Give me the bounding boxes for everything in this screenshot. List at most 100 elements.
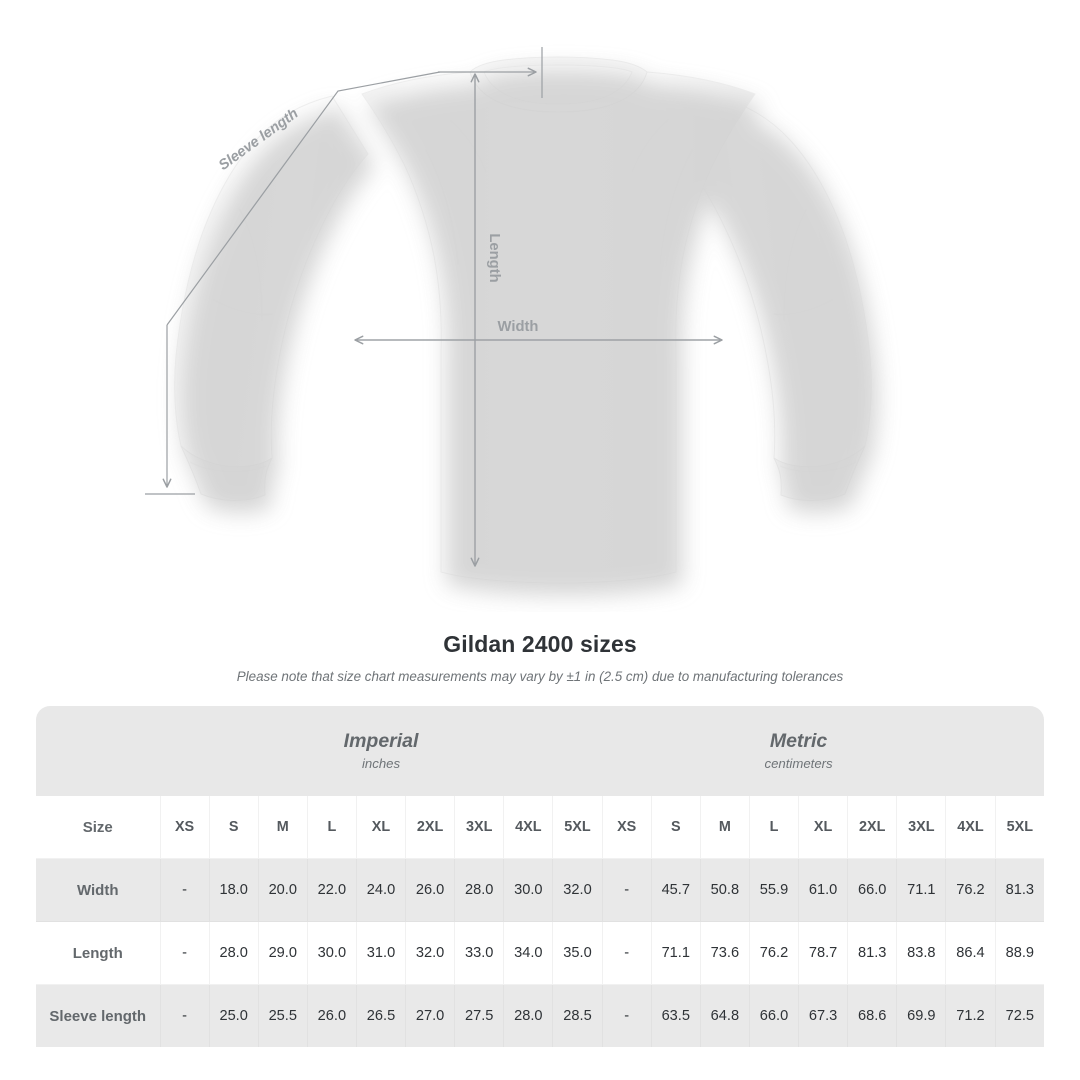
tolerance-note: Please note that size chart measurements… <box>236 669 844 684</box>
cell-length-metric-s: 71.1 <box>651 921 701 985</box>
cell-width-metric-l: 55.9 <box>749 858 800 922</box>
unit-metric-tail <box>995 706 1045 796</box>
tshirt-illustration <box>174 56 872 584</box>
cell-sleeve-imperial-m: 25.5 <box>258 984 308 1047</box>
cell-width-imperial-l: 22.0 <box>307 858 357 922</box>
size-header-metric-4xl: 4XL <box>945 796 996 859</box>
cell-width-imperial-xl: 24.0 <box>356 858 407 922</box>
size-header-label: Size <box>36 796 161 859</box>
cell-width-imperial-m: 20.0 <box>258 858 308 922</box>
cell-length-metric-4xl: 86.4 <box>945 921 996 985</box>
size-header-imperial-m: M <box>258 796 308 859</box>
cell-sleeve-imperial-3xl: 27.5 <box>454 984 505 1047</box>
unit-group-imperial-name: Imperial <box>343 730 419 752</box>
cell-length-metric-l: 76.2 <box>749 921 800 985</box>
shirt-body <box>361 71 756 584</box>
size-header-imperial-2xl: 2XL <box>405 796 456 859</box>
cell-width-imperial-4xl: 30.0 <box>503 858 554 922</box>
cell-width-metric-xs: - <box>602 858 652 922</box>
size-header-imperial-l: L <box>307 796 357 859</box>
cell-sleeve-metric-xl: 67.3 <box>798 984 849 1047</box>
width-label: Width <box>498 319 539 335</box>
measurement-annotations <box>145 47 723 567</box>
sleeve-length-guide <box>145 47 543 495</box>
right-cuff-seam <box>779 461 857 473</box>
cell-width-imperial-3xl: 28.0 <box>454 858 505 922</box>
size-header-imperial-4xl: 4XL <box>503 796 554 859</box>
fabric-folds <box>213 119 833 321</box>
cell-sleeve-imperial-l: 26.0 <box>307 984 357 1047</box>
page-title: Gildan 2400 sizes <box>443 631 637 657</box>
cell-length-imperial-3xl: 33.0 <box>454 921 505 985</box>
cell-width-imperial-5xl: 32.0 <box>552 858 603 922</box>
unit-group-metric: Metric centimeters <box>602 706 996 796</box>
cell-sleeve-metric-2xl: 68.6 <box>847 984 898 1047</box>
cell-length-metric-2xl: 81.3 <box>847 921 898 985</box>
cell-sleeve-metric-s: 63.5 <box>651 984 701 1047</box>
unit-group-row: Imperial inches Metric centimeters <box>36 706 1045 796</box>
cell-length-imperial-xs: - <box>160 921 210 985</box>
size-header-imperial-3xl: 3XL <box>454 796 505 859</box>
unit-group-imperial-sub: inches <box>361 756 401 771</box>
size-header-imperial-xs: XS <box>160 796 210 859</box>
cell-width-imperial-xs: - <box>160 858 210 922</box>
table-row: Length - 28.0 29.0 30.0 31.0 32.0 33.0 3… <box>36 921 1045 985</box>
cell-width-imperial-s: 18.0 <box>209 858 259 922</box>
cell-length-metric-m: 73.6 <box>700 921 750 985</box>
size-header-metric-xs: XS <box>602 796 652 859</box>
size-header-metric-s: S <box>651 796 701 859</box>
cell-length-imperial-s: 28.0 <box>209 921 259 985</box>
cell-width-imperial-2xl: 26.0 <box>405 858 456 922</box>
cell-sleeve-imperial-xs: - <box>160 984 210 1047</box>
cell-length-metric-3xl: 83.8 <box>896 921 947 985</box>
size-header-metric-3xl: 3XL <box>896 796 947 859</box>
cell-width-metric-m: 50.8 <box>700 858 750 922</box>
row-label-width: Width <box>36 858 161 922</box>
cell-sleeve-imperial-2xl: 27.0 <box>405 984 456 1047</box>
cell-width-metric-5xl: 81.3 <box>995 858 1045 922</box>
cell-sleeve-imperial-s: 25.0 <box>209 984 259 1047</box>
left-sleeve <box>174 95 369 474</box>
length-label: Length <box>486 233 502 282</box>
cell-length-metric-xs: - <box>602 921 652 985</box>
right-cuff <box>773 445 866 502</box>
table-row: Width - 18.0 20.0 22.0 24.0 26.0 28.0 30… <box>36 858 1045 922</box>
cell-length-imperial-4xl: 34.0 <box>503 921 554 985</box>
size-header-row: Size XS S M L XL 2XL 3XL 4XL 5XL XS S M … <box>36 796 1045 859</box>
table-row: Sleeve length - 25.0 25.5 26.0 26.5 27.0… <box>36 984 1045 1047</box>
collar-inner <box>483 64 633 105</box>
row-label-length: Length <box>36 921 161 985</box>
cell-width-metric-3xl: 71.1 <box>896 858 947 922</box>
size-header-metric-m: M <box>700 796 750 859</box>
cell-sleeve-metric-xs: - <box>602 984 652 1047</box>
cell-sleeve-imperial-5xl: 28.5 <box>552 984 603 1047</box>
cell-sleeve-imperial-4xl: 28.0 <box>503 984 554 1047</box>
cell-length-imperial-2xl: 32.0 <box>405 921 456 985</box>
unit-group-metric-sub: centimeters <box>764 756 833 771</box>
cell-width-metric-2xl: 66.0 <box>847 858 898 922</box>
size-header-metric-5xl: 5XL <box>995 796 1045 859</box>
size-header-imperial-xl: XL <box>356 796 407 859</box>
size-header-metric-xl: XL <box>798 796 849 859</box>
chart-heading-block: Gildan 2400 sizes Please note that size … <box>0 630 1080 685</box>
cell-width-metric-s: 45.7 <box>651 858 701 922</box>
unit-group-imperial: Imperial inches <box>160 706 603 796</box>
cell-sleeve-metric-l: 66.0 <box>749 984 800 1047</box>
cell-length-imperial-xl: 31.0 <box>356 921 407 985</box>
cell-length-imperial-l: 30.0 <box>307 921 357 985</box>
cell-sleeve-metric-m: 64.8 <box>700 984 750 1047</box>
size-header-metric-l: L <box>749 796 800 859</box>
left-cuff <box>180 445 273 502</box>
cell-sleeve-metric-4xl: 71.2 <box>945 984 996 1047</box>
unit-group-metric-name: Metric <box>769 730 828 752</box>
row-label-sleeve-length: Sleeve length <box>36 984 161 1047</box>
size-header-imperial-s: S <box>209 796 259 859</box>
cell-sleeve-metric-3xl: 69.9 <box>896 984 947 1047</box>
garment-diagram: Sleeve length Length Width <box>145 47 872 584</box>
cell-sleeve-metric-5xl: 72.5 <box>995 984 1045 1047</box>
left-cuff-seam <box>189 461 267 473</box>
cell-sleeve-imperial-xl: 26.5 <box>356 984 407 1047</box>
cell-length-imperial-5xl: 35.0 <box>552 921 603 985</box>
cell-length-metric-xl: 78.7 <box>798 921 849 985</box>
size-header-metric-2xl: 2XL <box>847 796 898 859</box>
